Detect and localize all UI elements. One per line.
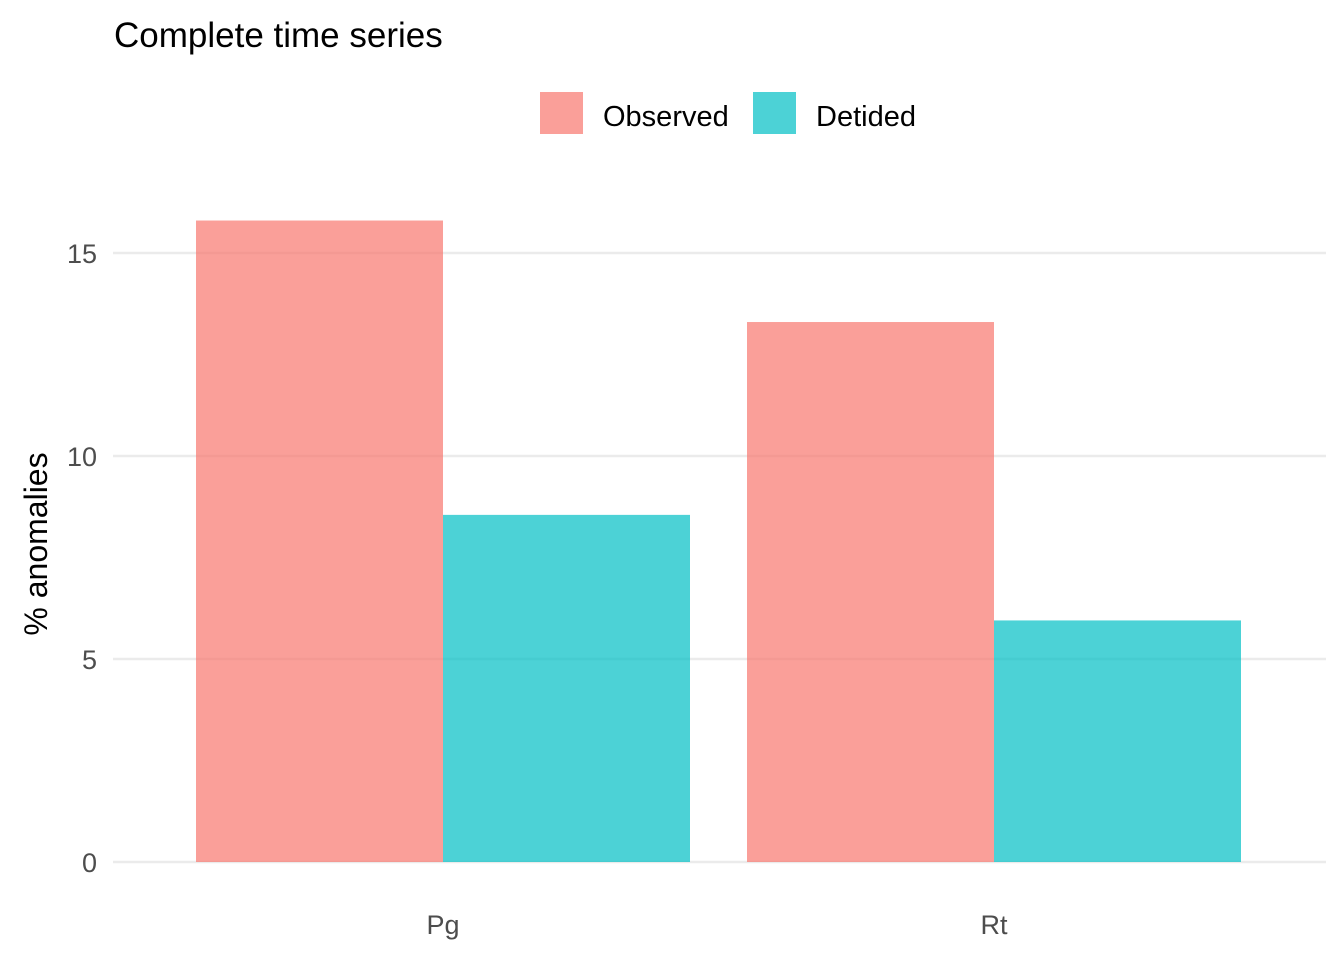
- legend-swatch-detided: [753, 92, 796, 134]
- x-tick-label-pg: Pg: [426, 910, 459, 940]
- x-tick-label-rt: Rt: [981, 910, 1008, 940]
- chart-title: Complete time series: [114, 16, 443, 55]
- bar-detided-pg: [443, 514, 690, 862]
- y-tick-label-0: 0: [82, 848, 97, 878]
- y-tick-label-15: 15: [67, 239, 97, 269]
- bar-observed-pg: [196, 220, 443, 862]
- legend-label-detided: Detided: [816, 101, 916, 133]
- y-tick-label-5: 5: [82, 645, 97, 675]
- x-axis-ticks: Pg Rt: [426, 910, 1008, 940]
- y-axis-ticks: 0 5 10 15: [67, 239, 97, 878]
- legend: Observed Detided: [540, 92, 916, 134]
- legend-swatch-observed: [540, 92, 583, 134]
- bar-detided-rt: [994, 620, 1241, 862]
- y-axis-title: % anomalies: [18, 452, 54, 635]
- bar-observed-rt: [747, 322, 994, 862]
- y-tick-label-10: 10: [67, 442, 97, 472]
- bars: [196, 220, 1241, 862]
- legend-label-observed: Observed: [603, 101, 729, 133]
